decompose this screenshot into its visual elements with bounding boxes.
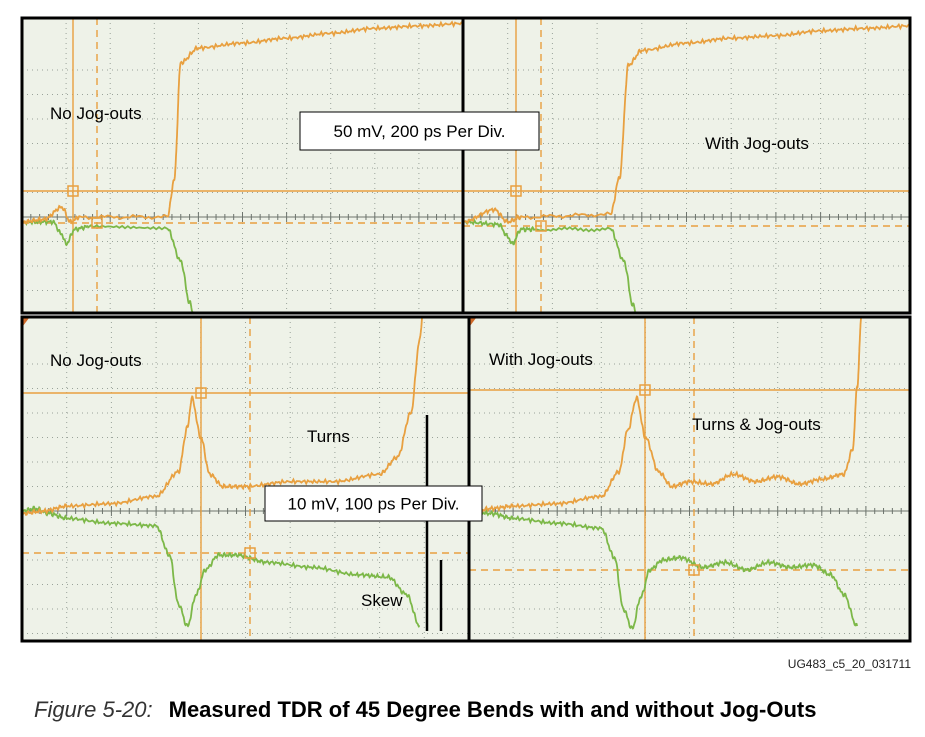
figure-id: UG483_c5_20_031711 bbox=[787, 657, 911, 671]
panel-annotation: Turns bbox=[307, 427, 350, 446]
cursor-marker bbox=[195, 387, 207, 399]
screen-content bbox=[22, 18, 463, 313]
panel-annotation: No Jog-outs bbox=[50, 104, 142, 123]
panel-annotation: No Jog-outs bbox=[50, 351, 142, 370]
panel-frame bbox=[461, 16, 912, 315]
figure-caption: Figure 5-20: Measured TDR of 45 Degree Be… bbox=[34, 697, 914, 723]
cursor-marker bbox=[535, 220, 547, 232]
panel-annotation: Skew bbox=[361, 591, 403, 610]
figure-title: Measured TDR of 45 Degree Bends with and… bbox=[168, 697, 817, 722]
panel-top-left bbox=[22, 18, 463, 313]
trace-positive bbox=[22, 20, 463, 225]
scale-label-box: 50 mV, 200 ps Per Div. bbox=[299, 111, 540, 151]
cursor-marker bbox=[244, 547, 256, 559]
screen-content bbox=[469, 317, 910, 641]
cursor-marker bbox=[510, 185, 522, 197]
cursor-marker bbox=[67, 185, 79, 197]
trace-negative bbox=[22, 505, 420, 628]
trace-positive bbox=[463, 22, 910, 226]
cursor-marker bbox=[91, 217, 103, 229]
panels-layer bbox=[22, 18, 910, 641]
trigger-marker-icon bbox=[23, 318, 29, 326]
scale-label-text: 10 mV, 100 ps Per Div. bbox=[288, 495, 460, 514]
frame-layer bbox=[20, 16, 912, 643]
scale-label-text: 50 mV, 200 ps Per Div. bbox=[334, 122, 506, 141]
trace-negative bbox=[469, 508, 858, 630]
tdr-scope-figure: No Jog-outs With Jog-outs No Jog-outs Turns… bbox=[20, 16, 912, 643]
panel-bottom-right bbox=[469, 317, 910, 641]
scale-label-box: 10 mV, 100 ps Per Div. bbox=[264, 485, 483, 522]
trace-negative bbox=[463, 218, 637, 313]
trace-negative bbox=[22, 219, 194, 313]
cursor-marker bbox=[688, 564, 700, 576]
trigger-marker-icon bbox=[470, 318, 476, 326]
label-layer: No Jog-outs With Jog-outs No Jog-outs Turns… bbox=[50, 104, 821, 610]
panel-bottom-left bbox=[22, 317, 469, 641]
figure-number: Figure 5-20: bbox=[34, 697, 153, 722]
cursor-marker bbox=[639, 384, 651, 396]
scale-label-background bbox=[299, 111, 540, 151]
panel-top-right bbox=[463, 18, 910, 313]
panel-annotation: With Jog-outs bbox=[489, 350, 593, 369]
screen-content bbox=[463, 18, 910, 313]
panel-frame bbox=[467, 315, 912, 643]
trace-positive bbox=[22, 317, 423, 517]
scale-label-background bbox=[264, 485, 483, 522]
panel-annotation: With Jog-outs bbox=[705, 134, 809, 153]
panel-annotation: Turns & Jog-outs bbox=[692, 415, 821, 434]
trace-positive bbox=[469, 317, 862, 516]
